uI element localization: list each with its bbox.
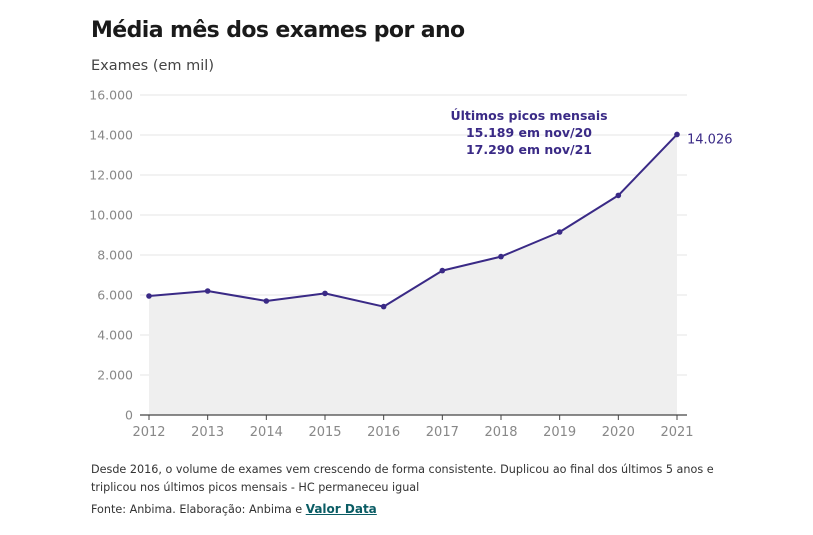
x-tick-label: 2015	[308, 425, 341, 440]
footnote: Desde 2016, o volume de exames vem cresc…	[91, 463, 714, 494]
area-fill	[149, 134, 677, 416]
x-tick-label: 2016	[367, 425, 400, 440]
y-tick-label: 8.000	[97, 248, 133, 263]
x-tick-label: 2014	[250, 425, 283, 440]
area-chart: 0 2.000 4.000 6.000 8.000 10.000 12.000 14.000 1…	[89, 88, 733, 441]
x-tick-label: 2019	[543, 425, 576, 440]
x-tick-label: 2021	[660, 425, 693, 440]
x-tick-label: 2013	[191, 425, 224, 440]
axes: 0 2.000 4.000 6.000 8.000 10.000 12.000 14.000 1…	[89, 88, 693, 441]
last-value-label: 14.026	[687, 132, 733, 147]
series-line	[148, 133, 678, 308]
data-points	[146, 131, 680, 310]
data-point	[380, 303, 387, 310]
chart-title: Média mês dos exames por ano	[91, 18, 465, 43]
x-tick-label: 2017	[426, 425, 459, 440]
data-point	[204, 288, 211, 294]
data-point	[556, 229, 563, 235]
data-point	[146, 293, 152, 299]
annotation: Últimos picos mensais 15.189 em nov/20 1…	[450, 108, 607, 157]
y-tick-label: 10.000	[89, 208, 133, 223]
y-tick-label: 16.000	[89, 88, 133, 103]
y-tick-label: 14.000	[89, 128, 133, 143]
y-tick-label: 6.000	[97, 288, 133, 303]
annotation-line-1: Últimos picos mensais	[450, 108, 607, 123]
data-point	[615, 192, 622, 199]
x-tick-label: 2020	[602, 425, 635, 440]
data-point	[498, 253, 504, 260]
data-point	[263, 298, 270, 304]
annotation-line-3: 17.290 em nov/21	[466, 142, 592, 157]
x-tick-label: 2018	[484, 425, 517, 440]
y-tick-label: 2.000	[97, 368, 133, 383]
y-tick-label: 0	[125, 408, 133, 423]
source-text: Fonte: Anbima. Elaboração: Anbima e	[91, 503, 306, 516]
valor-data-link[interactable]: Valor Data	[305, 502, 377, 516]
data-point	[322, 290, 328, 297]
data-point	[674, 131, 680, 138]
source-line: Fonte: Anbima. Elaboração: Anbima e Valo…	[91, 502, 377, 516]
y-axis-unit-label: Exames (em mil)	[91, 58, 214, 74]
y-tick-label: 4.000	[97, 328, 133, 343]
annotation-line-2: 15.189 em nov/20	[466, 125, 592, 140]
x-tick-label: 2012	[132, 425, 165, 440]
y-tick-label: 12.000	[89, 168, 133, 183]
data-point	[439, 267, 446, 274]
